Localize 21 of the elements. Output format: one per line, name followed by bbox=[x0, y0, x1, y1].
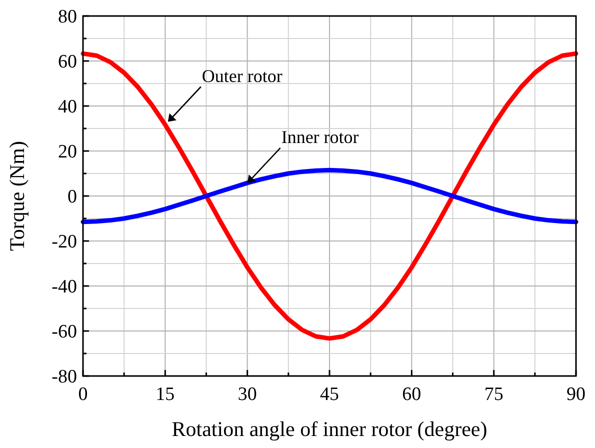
y-tick-label: 60 bbox=[58, 52, 77, 72]
y-tick-label: -80 bbox=[52, 366, 77, 388]
x-tick-label: 15 bbox=[156, 384, 175, 405]
x-axis-title: Rotation angle of inner rotor (degree) bbox=[172, 417, 488, 441]
y-axis-title: Torque (Nm) bbox=[5, 141, 29, 251]
y-tick-label: -20 bbox=[52, 232, 77, 252]
y-tick-label: -40 bbox=[52, 276, 77, 298]
y-tick-label: 40 bbox=[58, 96, 77, 118]
line-series bbox=[80, 51, 578, 341]
y-tick-label: 0 bbox=[68, 186, 77, 208]
x-tick-label: 90 bbox=[566, 384, 586, 405]
x-tick-label: 60 bbox=[402, 384, 422, 405]
x-tick-label: 75 bbox=[484, 384, 504, 405]
y-tick-label: 20 bbox=[58, 142, 77, 162]
x-tick-label: 30 bbox=[238, 384, 257, 405]
x-tick-label: 45 bbox=[320, 384, 339, 405]
line-series bbox=[80, 168, 578, 224]
annotation: Outer rotor bbox=[202, 66, 282, 86]
y-tick-label: 80 bbox=[58, 6, 77, 28]
annotation: Inner rotor bbox=[281, 126, 359, 147]
y-tick-label: -60 bbox=[52, 322, 77, 342]
